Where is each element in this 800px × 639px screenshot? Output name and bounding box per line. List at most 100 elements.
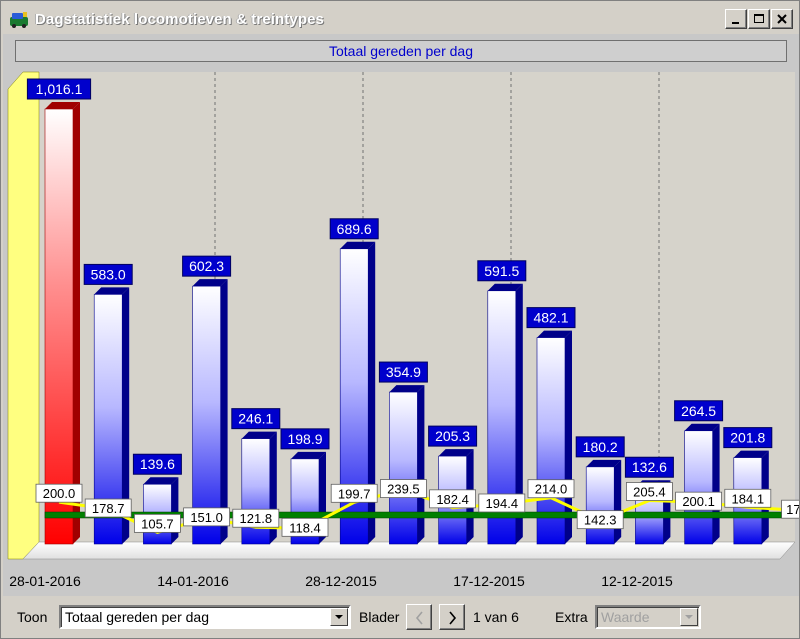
bar-value-label: 354.9 xyxy=(378,361,428,383)
x-tick-label: 28-12-2015 xyxy=(305,573,377,589)
bar-value-label: 132.6 xyxy=(624,456,674,478)
svg-text:482.1: 482.1 xyxy=(533,310,568,326)
plot-left-wall xyxy=(7,71,40,560)
title-bar[interactable]: Dagstatistiek locomotieven & treintypes xyxy=(3,3,797,34)
line-value-label: 199.7 xyxy=(330,483,378,503)
bar-value-label: 205.3 xyxy=(428,425,478,447)
window-title: Dagstatistiek locomotieven & treintypes xyxy=(35,11,324,28)
svg-text:139.6: 139.6 xyxy=(140,456,175,472)
svg-text:132.6: 132.6 xyxy=(632,459,667,475)
line-value-label: 118.4 xyxy=(281,517,329,537)
bar-value-label: 139.6 xyxy=(132,453,182,475)
line-value-label: 200.1 xyxy=(675,491,722,511)
bar[interactable] xyxy=(585,459,622,545)
svg-text:198.9: 198.9 xyxy=(287,431,322,447)
plot-floor xyxy=(22,541,796,560)
blader-label: Blader xyxy=(359,609,400,625)
toon-dropdown-button[interactable] xyxy=(330,608,348,626)
toon-select[interactable]: Totaal gereden per dag xyxy=(59,605,351,629)
svg-text:142.3: 142.3 xyxy=(584,513,617,528)
minimize-icon xyxy=(732,22,739,24)
x-tick-label: 17-12-2015 xyxy=(453,573,525,589)
line-value-label: 205.4 xyxy=(626,482,673,501)
extra-select[interactable]: Waarde xyxy=(595,605,701,629)
chevron-down-icon xyxy=(685,615,693,619)
bar[interactable] xyxy=(684,423,720,545)
svg-text:118.4: 118.4 xyxy=(289,520,321,535)
x-tick-label: 14-01-2016 xyxy=(157,573,229,589)
svg-text:201.8: 201.8 xyxy=(730,430,765,446)
bar-value-label: 689.6 xyxy=(329,218,379,240)
svg-text:239.5: 239.5 xyxy=(387,482,420,497)
extra-dropdown-button[interactable] xyxy=(680,608,698,626)
bar[interactable] xyxy=(143,477,179,545)
svg-text:214.0: 214.0 xyxy=(535,482,568,497)
bar-value-label: 246.1 xyxy=(231,408,281,430)
maximize-icon xyxy=(754,14,764,23)
bar-value-label: 583.0 xyxy=(83,263,133,285)
app-icon xyxy=(10,12,28,28)
bar-value-label: 264.5 xyxy=(674,400,724,422)
svg-text:182.4: 182.4 xyxy=(436,492,469,507)
bar-value-label: 602.3 xyxy=(182,255,232,277)
x-tick-label: 12-12-2015 xyxy=(601,573,673,589)
svg-text:199.7: 199.7 xyxy=(338,486,371,501)
svg-text:264.5: 264.5 xyxy=(681,403,716,419)
line-value-label: 239.5 xyxy=(379,479,427,498)
line-value-label: 105.7 xyxy=(133,513,181,533)
bar-value-label: 591.5 xyxy=(477,260,527,282)
svg-text:151.0: 151.0 xyxy=(190,510,223,525)
bar-value-label: 1,016.1 xyxy=(26,78,92,100)
line-value-label: 175 xyxy=(781,499,799,519)
svg-text:175: 175 xyxy=(786,502,799,517)
toon-label: Toon xyxy=(17,609,48,625)
svg-text:105.7: 105.7 xyxy=(141,516,174,531)
extra-label: Extra xyxy=(555,609,588,625)
svg-text:184.1: 184.1 xyxy=(732,491,765,506)
next-page-button[interactable] xyxy=(439,604,465,630)
svg-text:602.3: 602.3 xyxy=(189,258,224,274)
svg-text:205.4: 205.4 xyxy=(633,484,666,499)
bar-chart: 1,016.1 583.0 139.6 602.3 246.1 198.9 689.6 354… xyxy=(7,71,799,589)
line-value-label: 200.0 xyxy=(35,483,83,503)
close-icon xyxy=(777,14,787,24)
chevron-right-icon xyxy=(449,611,457,625)
bar[interactable] xyxy=(44,102,80,545)
bar-value-label: 198.9 xyxy=(280,428,330,450)
svg-text:200.0: 200.0 xyxy=(43,486,76,501)
svg-text:689.6: 689.6 xyxy=(337,221,372,237)
bar[interactable] xyxy=(389,385,425,545)
svg-text:354.9: 354.9 xyxy=(386,364,421,380)
x-tick-label: 28-01-2016 xyxy=(9,573,81,589)
svg-text:1,016.1: 1,016.1 xyxy=(36,81,83,97)
svg-text:246.1: 246.1 xyxy=(238,411,273,427)
svg-text:583.0: 583.0 xyxy=(91,266,126,282)
close-button[interactable] xyxy=(771,9,793,29)
chart-panel: Totaal gereden per dag xyxy=(3,34,799,596)
line-series xyxy=(58,487,798,534)
svg-text:194.4: 194.4 xyxy=(486,496,519,511)
chart-title: Totaal gereden per dag xyxy=(15,40,787,62)
svg-text:591.5: 591.5 xyxy=(484,263,519,279)
previous-page-button[interactable] xyxy=(406,604,432,630)
svg-text:180.2: 180.2 xyxy=(583,439,618,455)
bar-value-label: 180.2 xyxy=(575,436,625,458)
line-value-label: 182.4 xyxy=(429,489,477,509)
maximize-button[interactable] xyxy=(748,9,770,29)
chevron-down-icon xyxy=(335,615,343,619)
minimize-button[interactable] xyxy=(725,9,747,29)
svg-text:205.3: 205.3 xyxy=(435,428,470,444)
bar[interactable] xyxy=(192,279,228,545)
line-value-label: 178.7 xyxy=(84,498,132,518)
line-value-label: 214.0 xyxy=(527,479,575,499)
chevron-left-icon xyxy=(415,611,423,625)
line-value-label: 121.8 xyxy=(232,508,280,528)
line-value-label: 194.4 xyxy=(478,493,526,513)
line-value-label: 142.3 xyxy=(576,510,624,530)
control-bar: Toon Totaal gereden per dag Blader 1 van… xyxy=(3,598,799,638)
svg-text:200.1: 200.1 xyxy=(682,494,715,509)
extra-select-value: Waarde xyxy=(601,609,650,625)
bar-value-label: 201.8 xyxy=(723,427,773,449)
line-value-label: 184.1 xyxy=(724,488,772,508)
